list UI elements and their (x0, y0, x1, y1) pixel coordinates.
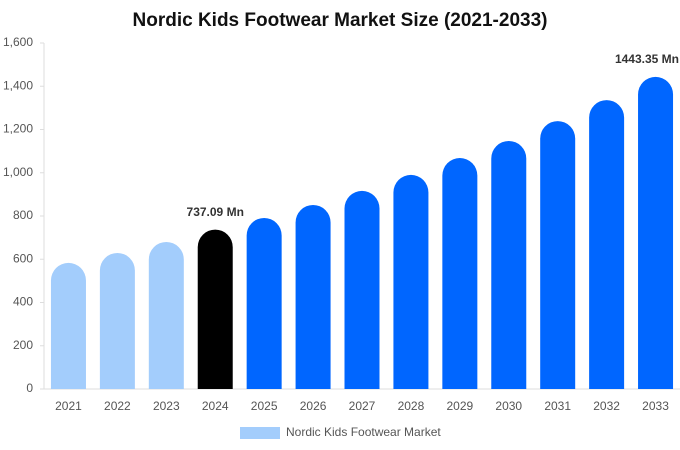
data-label: 737.09 Mn (187, 205, 244, 219)
bar (295, 204, 331, 389)
x-tick-label: 2021 (55, 399, 82, 413)
x-tick-label: 2023 (153, 399, 180, 413)
x-tick-label: 2026 (300, 399, 327, 413)
x-tick-label: 2022 (104, 399, 131, 413)
bar (50, 262, 86, 389)
bar (148, 241, 184, 389)
x-tick-label: 2030 (495, 399, 522, 413)
y-tick-label: 1,600 (3, 35, 33, 49)
bar (638, 76, 674, 390)
legend-label: Nordic Kids Footwear Market (286, 425, 441, 439)
y-tick-label: 800 (13, 208, 33, 222)
x-tick-label: 2031 (544, 399, 571, 413)
data-label: 1443.35 Mn (615, 52, 679, 66)
legend-swatch (240, 427, 280, 439)
bar (442, 158, 478, 389)
bar (99, 252, 135, 389)
y-tick-label: 200 (13, 338, 33, 352)
bar (344, 190, 380, 389)
x-tick-label: 2033 (642, 399, 669, 413)
y-tick-label: 0 (26, 381, 33, 395)
y-tick-label: 600 (13, 251, 33, 265)
bar (246, 217, 282, 389)
y-tick-label: 1,200 (3, 122, 33, 136)
bar (589, 100, 625, 389)
x-tick-label: 2032 (593, 399, 620, 413)
bar (197, 229, 233, 389)
x-tick-label: 2025 (251, 399, 278, 413)
x-tick-label: 2027 (349, 399, 376, 413)
y-tick-label: 1,400 (3, 78, 33, 92)
y-tick-label: 1,000 (3, 165, 33, 179)
chart-title: Nordic Kids Footwear Market Size (2021-2… (133, 10, 548, 31)
x-tick-label: 2024 (202, 399, 229, 413)
bar (491, 140, 527, 389)
bar (540, 121, 576, 389)
bar (393, 174, 429, 389)
x-tick-label: 2028 (398, 399, 425, 413)
x-tick-label: 2029 (446, 399, 473, 413)
y-tick-label: 400 (13, 295, 33, 309)
